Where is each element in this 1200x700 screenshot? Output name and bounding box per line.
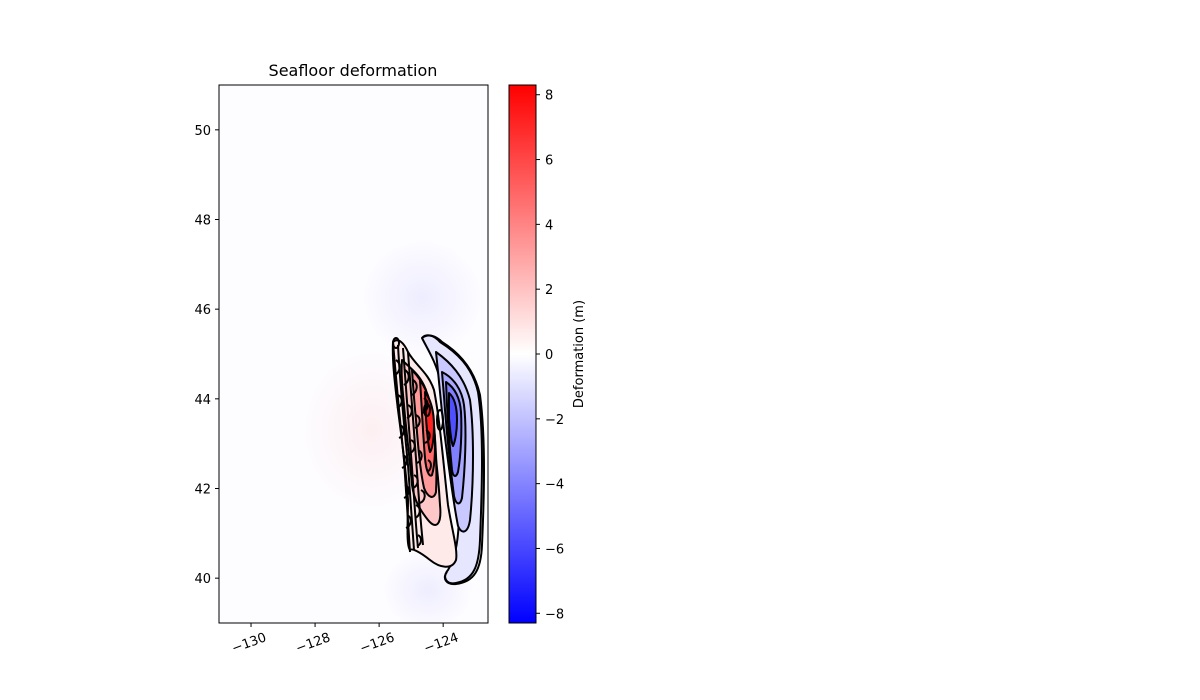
colorbar — [509, 85, 536, 623]
colorbar-tick-label: 0 — [545, 348, 553, 363]
contour-line — [407, 351, 424, 546]
x-axis: −130 −128 −126 −124 — [230, 623, 461, 657]
subsidence-field — [421, 334, 483, 585]
chart-title: Seafloor deformation — [269, 61, 438, 80]
x-tick-label: −124 — [422, 630, 461, 656]
colorbar-label: Deformation (m) — [572, 300, 587, 408]
contour-line — [436, 409, 444, 431]
colorbar-tick-label: 2 — [545, 283, 553, 298]
x-tick-label: −126 — [358, 630, 397, 656]
contour-line — [403, 369, 422, 547]
colorbar-tick-label: 4 — [545, 218, 553, 233]
contour-line — [402, 347, 419, 549]
plot-frame — [218, 84, 489, 624]
colorbar-axis: −8 −6 −4 −2 0 2 4 6 8 — [536, 89, 564, 622]
y-tick-label: 42 — [194, 483, 211, 498]
y-axis: 40 42 44 46 48 50 — [194, 124, 219, 587]
contour-line — [411, 379, 426, 504]
y-tick-label: 50 — [194, 124, 211, 139]
colorbar-tick-label: 8 — [545, 89, 553, 104]
x-tick-label: −130 — [230, 630, 269, 656]
contour-line — [397, 344, 415, 551]
y-tick-label: 46 — [194, 303, 211, 318]
y-tick-label: 44 — [194, 393, 211, 408]
y-tick-label: 40 — [194, 572, 211, 587]
colorbar-tick-label: −6 — [545, 542, 564, 557]
y-tick-label: 48 — [194, 214, 211, 229]
dense-contour-lines — [392, 337, 444, 553]
contour-line — [423, 403, 431, 417]
plot-area — [219, 85, 488, 623]
colorbar-tick-label: −4 — [545, 478, 564, 493]
contour-fill-subsidence-5 — [448, 392, 458, 447]
colorbar-tick-label: −2 — [545, 413, 564, 428]
colorbar-tick-label: 6 — [545, 154, 553, 169]
contour-line — [394, 359, 412, 529]
x-tick-label: −128 — [294, 630, 333, 656]
faint-subsidence-lobe-north — [362, 240, 482, 356]
colorbar-tick-label: −8 — [545, 607, 564, 622]
contour-line — [392, 337, 400, 349]
outer-subsidence-contour — [421, 334, 485, 586]
